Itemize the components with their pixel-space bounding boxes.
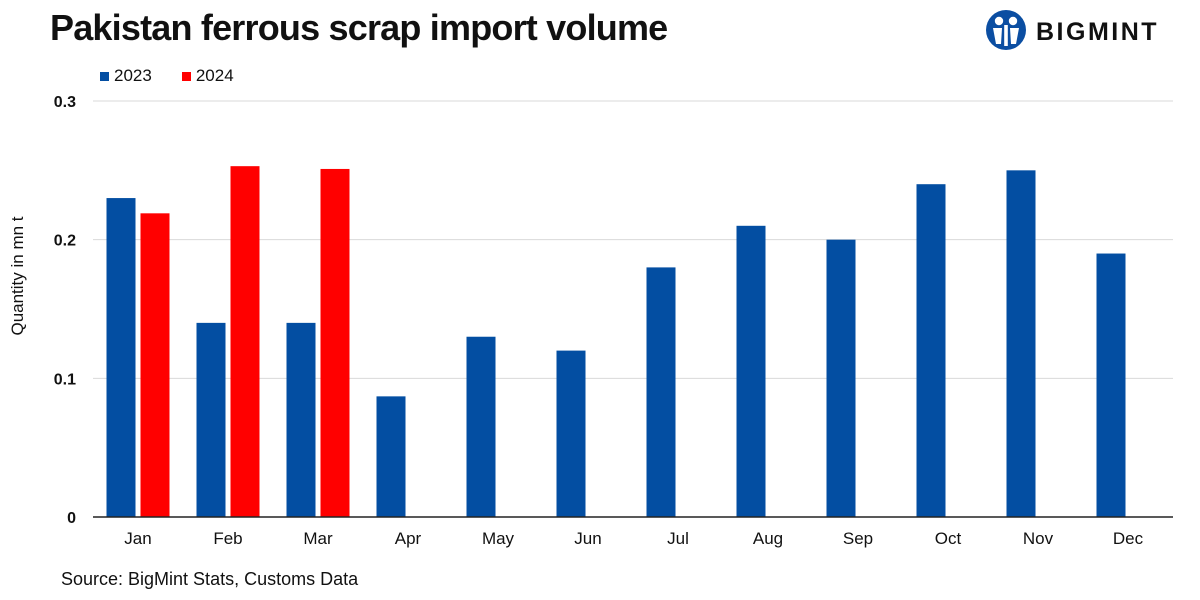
bigmint-logo-icon (986, 10, 1026, 50)
x-tick-label: Aug (753, 529, 783, 548)
x-tick-label: Jun (574, 529, 601, 548)
bar-2023-aug (736, 225, 766, 518)
y-axis-ticks: 0 0.1 0.2 0.3 (54, 94, 76, 527)
legend-item-2023: 2023 (100, 66, 152, 86)
x-tick-label: May (482, 529, 515, 548)
legend-swatch-2023 (100, 71, 109, 81)
bar-2023-nov (1006, 170, 1036, 518)
y-tick-label: 0 (67, 510, 76, 527)
x-tick-label: Oct (935, 529, 962, 548)
x-tick-label: Nov (1023, 529, 1054, 548)
x-axis-ticks: Jan Feb Mar Apr May Jun Jul Aug Sep Oct Nov Dec (124, 529, 1143, 548)
chart-title: Pakistan ferrous scrap import volume (50, 7, 668, 48)
legend-label-2023: 2023 (114, 66, 152, 85)
x-tick-label: Jan (124, 529, 151, 548)
x-tick-label: Apr (395, 529, 422, 548)
bar-2023-apr (376, 396, 406, 517)
bar-2023-oct (916, 184, 946, 517)
bar-2023-jan (106, 198, 136, 518)
source-note: Source: BigMint Stats, Customs Data (61, 569, 359, 589)
legend-swatch-2024 (181, 71, 191, 81)
y-tick-label: 0.2 (54, 233, 76, 250)
chart-legend: 2023 2024 (100, 66, 234, 86)
bar-2023-jul (646, 267, 676, 517)
bar-2023-mar (286, 322, 316, 517)
bars (106, 166, 1126, 518)
x-tick-label: Feb (213, 529, 242, 548)
bar-2024-jan (140, 213, 170, 517)
x-tick-label: Jul (667, 529, 689, 548)
bar-2023-may (466, 336, 496, 517)
bar-2023-feb (196, 322, 226, 517)
legend-item-2024: 2024 (181, 66, 234, 86)
y-tick-label: 0.1 (54, 371, 76, 388)
y-tick-label: 0.3 (54, 94, 76, 111)
bar-2023-sep (826, 239, 856, 517)
bar-2024-mar (320, 168, 350, 518)
bar-2023-jun (556, 350, 586, 517)
x-tick-label: Sep (843, 529, 873, 548)
gridlines (93, 100, 1173, 379)
x-tick-label: Dec (1113, 529, 1144, 548)
bar-2024-feb (230, 166, 260, 517)
bigmint-logo: BIGMINT (984, 8, 1194, 52)
bar-2023-dec (1096, 253, 1126, 518)
legend-label-2024: 2024 (195, 66, 234, 85)
x-tick-label: Mar (303, 529, 333, 548)
bigmint-logo-text: BIGMINT (1036, 18, 1160, 46)
